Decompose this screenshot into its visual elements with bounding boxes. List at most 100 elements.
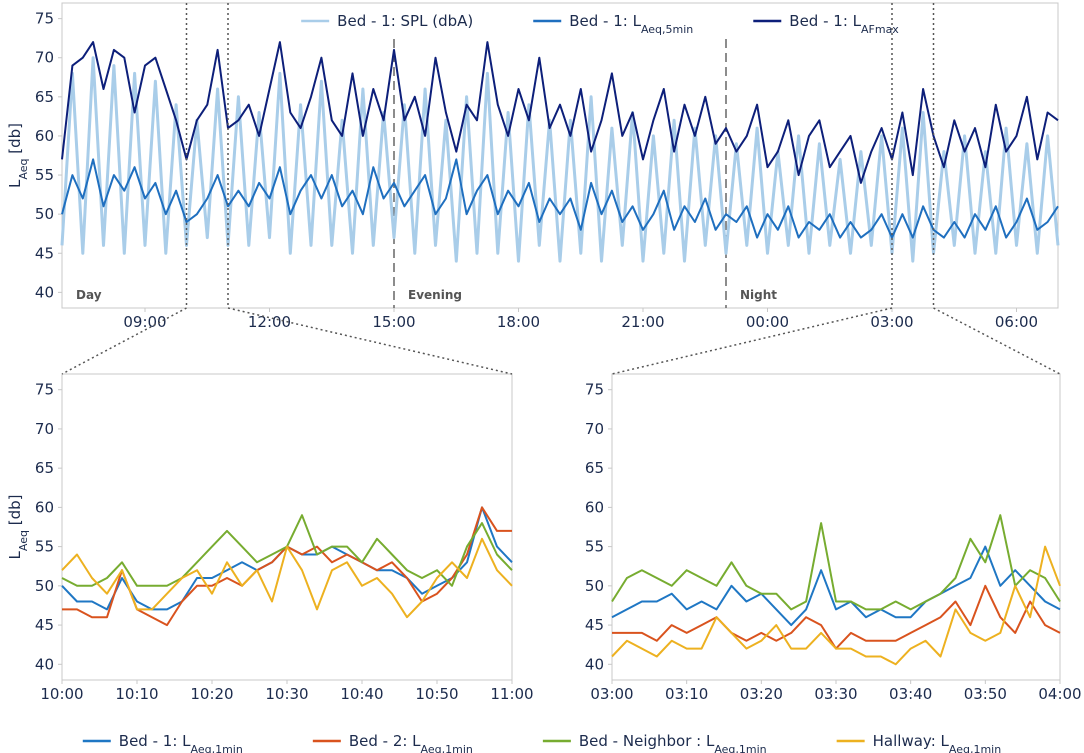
legend-label: Bed - Neighbor : LAeq,1min	[579, 732, 767, 753]
series-line	[611, 545, 1061, 627]
period-label: Night	[740, 288, 777, 302]
x-tick-label: 03:00	[590, 685, 633, 703]
zoom-connector	[933, 307, 1061, 375]
label-main: Bed - 1: L	[789, 12, 861, 30]
y-tick-label: 45	[585, 616, 604, 634]
y-tick-label: 65	[35, 459, 54, 477]
label-rest: [db]	[6, 123, 24, 159]
y-tick-label: 40	[35, 655, 54, 673]
label-main: L	[6, 179, 24, 188]
label-main: L	[6, 550, 24, 559]
x-tick-label: 18:00	[497, 313, 540, 331]
series-line	[62, 506, 512, 627]
y-tick-label: 65	[35, 88, 54, 106]
label-subscript: Aeq,1min	[191, 743, 243, 753]
legend-item: Bed - 1: LAeq,1min	[82, 732, 243, 753]
y-tick-label: 55	[35, 538, 54, 556]
x-tick-label: 21:00	[621, 313, 664, 331]
period-label: Day	[76, 288, 102, 302]
x-tick-label: 04:00	[1038, 685, 1081, 703]
x-tick-label: 03:50	[964, 685, 1007, 703]
x-tick-label: 00:00	[746, 313, 789, 331]
series-line	[61, 506, 513, 611]
series-line	[611, 545, 1061, 666]
x-tick-label: 10:30	[265, 685, 308, 703]
series-line	[61, 158, 1059, 239]
x-tick-label: 15:00	[372, 313, 415, 331]
series-line	[61, 514, 513, 587]
legend-item: Bed - 2: LAeq,1min	[312, 732, 473, 753]
legend-item: Bed - 1: LAFmax	[753, 12, 899, 36]
y-axis-label: LAeq [db]	[6, 495, 30, 560]
legend-item: Hallway: LAeq,1min	[836, 732, 1002, 753]
x-tick-label: 03:40	[889, 685, 932, 703]
y-tick-label: 55	[35, 166, 54, 184]
series-line	[61, 537, 513, 619]
label-main: Hallway: L	[873, 732, 950, 750]
legend-box	[295, 9, 905, 33]
y-tick-label: 75	[35, 381, 54, 399]
label-main: Bed - Neighbor : L	[579, 732, 715, 750]
y-tick-label: 55	[585, 538, 604, 556]
x-tick-label: 03:10	[665, 685, 708, 703]
legend-item: Bed - Neighbor : LAeq,1min	[542, 732, 767, 753]
x-tick-label: 10:10	[115, 685, 158, 703]
y-tick-label: 50	[35, 577, 54, 595]
label-subscript: Aeq,5min	[641, 23, 693, 36]
zoom-connector	[61, 307, 187, 375]
label-main: Bed - 1: L	[569, 12, 641, 30]
period-label: Evening	[408, 288, 462, 302]
x-tick-label: 06:00	[995, 313, 1038, 331]
x-tick-label: 03:00	[870, 313, 913, 331]
legend-label: Hallway: LAeq,1min	[873, 732, 1002, 753]
label-main: Bed - 1: L	[119, 732, 191, 750]
y-tick-label: 40	[585, 655, 604, 673]
y-tick-label: 40	[35, 283, 54, 301]
label-subscript: Aeq,1min	[949, 743, 1001, 753]
y-tick-label: 75	[35, 10, 54, 28]
y-tick-label: 45	[35, 244, 54, 262]
x-tick-label: 03:30	[814, 685, 857, 703]
x-tick-label: 10:40	[340, 685, 383, 703]
label-subscript: AFmax	[861, 23, 899, 36]
series-line	[611, 514, 1061, 611]
legend-label: Bed - 2: LAeq,1min	[349, 732, 473, 753]
y-tick-label: 70	[585, 420, 604, 438]
label-subscript: Aeq	[17, 159, 30, 180]
legend-item: Bed - 1: SPL (dbA)	[301, 12, 473, 30]
y-tick-label: 45	[35, 616, 54, 634]
legend-label: Bed - 1: LAFmax	[789, 12, 899, 36]
label-subscript: Aeq,1min	[714, 743, 766, 753]
y-tick-label: 65	[585, 459, 604, 477]
zoom-connector	[227, 307, 513, 375]
x-tick-label: 11:00	[490, 685, 533, 703]
series-line	[612, 584, 1061, 650]
plot-frame	[61, 373, 513, 681]
x-tick-label: 10:00	[40, 685, 83, 703]
x-tick-label: 10:20	[190, 685, 233, 703]
y-tick-label: 75	[585, 381, 604, 399]
y-tick-label: 60	[585, 498, 604, 516]
legend: Bed - 1: SPL (dbA) Bed - 1: LAeq,5min Bed …	[295, 9, 905, 36]
y-tick-label: 60	[35, 127, 54, 145]
y-tick-label: 70	[35, 420, 54, 438]
y-tick-label: 50	[35, 205, 54, 223]
label-main: Bed - 1: SPL (dbA)	[337, 12, 473, 30]
y-tick-label: 60	[35, 498, 54, 516]
x-tick-label: 10:50	[415, 685, 458, 703]
legend-label: Bed - 1: SPL (dbA)	[337, 12, 473, 30]
label-subscript: Aeq	[17, 530, 30, 551]
legend-label: Bed - 1: LAeq,1min	[119, 732, 243, 753]
x-tick-label: 09:00	[123, 313, 166, 331]
y-axis-label: LAeq [db]	[6, 123, 30, 188]
y-tick-label: 50	[585, 577, 604, 595]
legend-item: Bed - 1: LAeq,5min	[533, 12, 693, 36]
y-tick-label: 70	[35, 49, 54, 67]
label-subscript: Aeq,1min	[421, 743, 473, 753]
legend-label: Bed - 1: LAeq,5min	[569, 12, 693, 36]
label-rest: [db]	[6, 495, 24, 531]
x-tick-label: 12:00	[248, 313, 291, 331]
x-tick-label: 03:20	[740, 685, 783, 703]
